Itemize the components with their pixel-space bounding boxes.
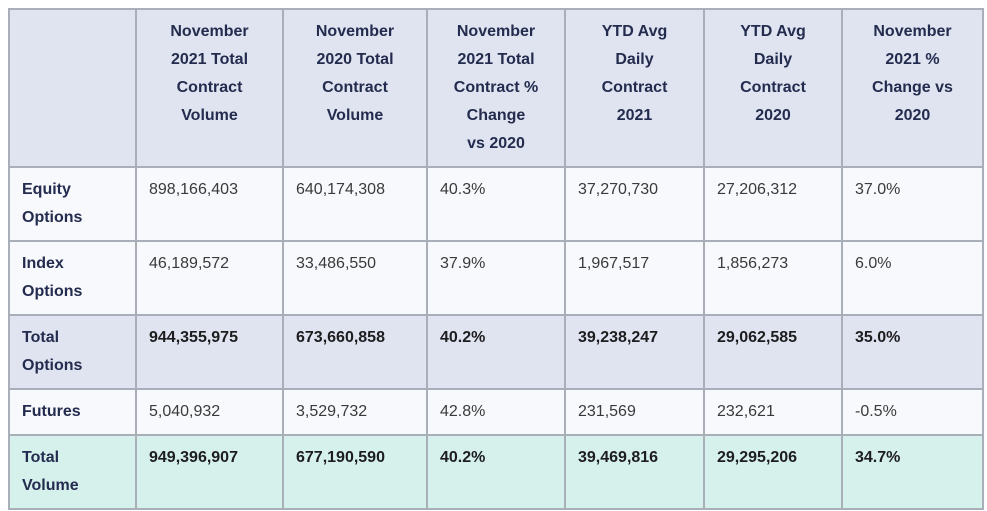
column-header: November 2021 % Change vs 2020 xyxy=(841,8,984,168)
table-cell: 640,174,308 xyxy=(282,166,428,242)
table-cell: 949,396,907 xyxy=(135,434,284,510)
table-row: Futures 5,040,932 3,529,732 42.8% 231,569 232… xyxy=(8,388,984,436)
row-label: Total Volume xyxy=(8,434,137,510)
table-cell: 898,166,403 xyxy=(135,166,284,242)
table-cell: 46,189,572 xyxy=(135,240,284,316)
table-cell: 39,469,816 xyxy=(564,434,705,510)
table-cell: 37.0% xyxy=(841,166,984,242)
table-cell: 40.2% xyxy=(426,314,566,390)
table-cell: 27,206,312 xyxy=(703,166,843,242)
table-cell: 944,355,975 xyxy=(135,314,284,390)
column-header: November 2020 Total Contract Volume xyxy=(282,8,428,168)
table-cell: 42.8% xyxy=(426,388,566,436)
row-label: Index Options xyxy=(8,240,137,316)
header-row: November 2021 Total Contract Volume Novem… xyxy=(8,8,984,168)
table-cell: 40.3% xyxy=(426,166,566,242)
table-header: November 2021 Total Contract Volume Novem… xyxy=(8,8,984,168)
table-cell: 33,486,550 xyxy=(282,240,428,316)
volume-table: November 2021 Total Contract Volume Novem… xyxy=(8,8,984,510)
table-cell: 3,529,732 xyxy=(282,388,428,436)
table-cell: 673,660,858 xyxy=(282,314,428,390)
table-row: Total Options 944,355,975 673,660,858 40.2%… xyxy=(8,314,984,390)
corner-cell xyxy=(8,8,137,168)
table-cell: 35.0% xyxy=(841,314,984,390)
table-cell: 39,238,247 xyxy=(564,314,705,390)
table-cell: 5,040,932 xyxy=(135,388,284,436)
table-cell: -0.5% xyxy=(841,388,984,436)
column-header: November 2021 Total Contract % Change vs… xyxy=(426,8,566,168)
table-cell: 40.2% xyxy=(426,434,566,510)
table-row: Equity Options 898,166,403 640,174,308 40.3… xyxy=(8,166,984,242)
row-label: Equity Options xyxy=(8,166,137,242)
row-label: Total Options xyxy=(8,314,137,390)
column-header: November 2021 Total Contract Volume xyxy=(135,8,284,168)
table-body: Equity Options 898,166,403 640,174,308 40.3… xyxy=(8,166,984,510)
row-label: Futures xyxy=(8,388,137,436)
table-row: Index Options 46,189,572 33,486,550 37.9% 1,… xyxy=(8,240,984,316)
table-cell: 1,856,273 xyxy=(703,240,843,316)
table-row: Total Volume 949,396,907 677,190,590 40.2% 3… xyxy=(8,434,984,510)
table-cell: 29,062,585 xyxy=(703,314,843,390)
column-header: YTD Avg Daily Contract 2020 xyxy=(703,8,843,168)
table-cell: 37.9% xyxy=(426,240,566,316)
table-cell: 34.7% xyxy=(841,434,984,510)
table-cell: 1,967,517 xyxy=(564,240,705,316)
table-cell: 231,569 xyxy=(564,388,705,436)
column-header: YTD Avg Daily Contract 2021 xyxy=(564,8,705,168)
table-cell: 37,270,730 xyxy=(564,166,705,242)
table-cell: 29,295,206 xyxy=(703,434,843,510)
table-cell: 232,621 xyxy=(703,388,843,436)
table-cell: 677,190,590 xyxy=(282,434,428,510)
table-cell: 6.0% xyxy=(841,240,984,316)
